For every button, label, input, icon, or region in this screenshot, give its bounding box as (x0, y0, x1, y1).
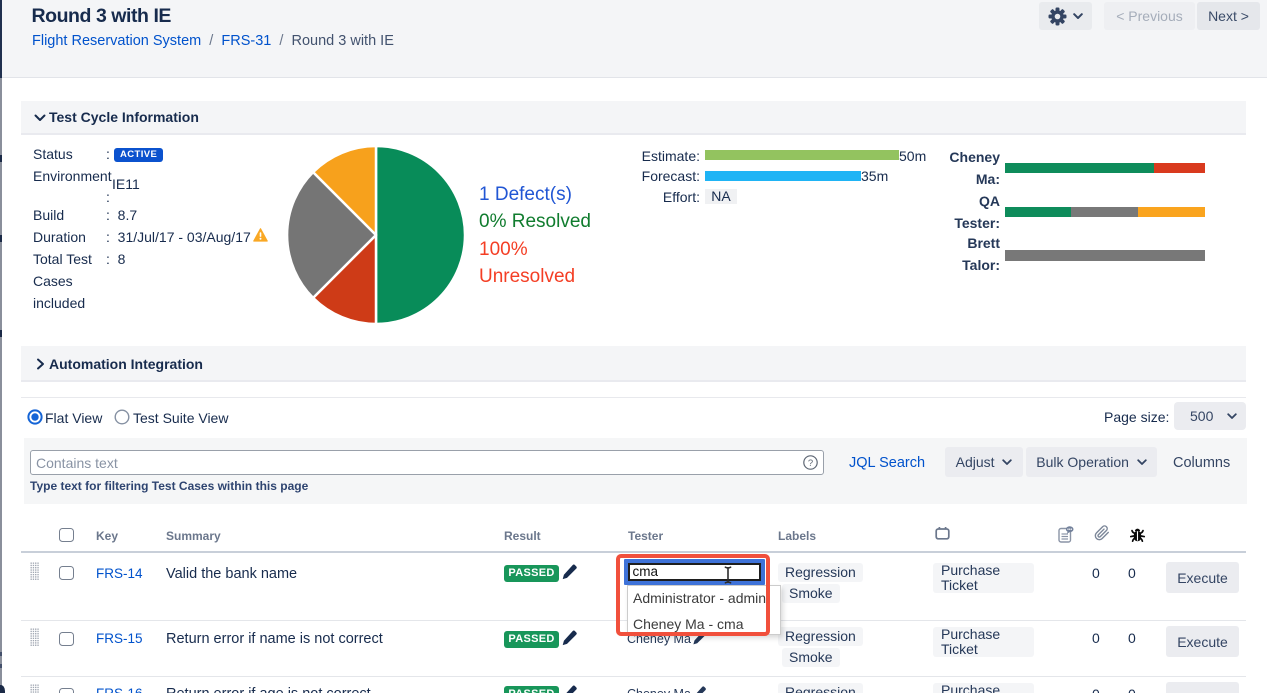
svg-text:?: ? (808, 458, 813, 469)
